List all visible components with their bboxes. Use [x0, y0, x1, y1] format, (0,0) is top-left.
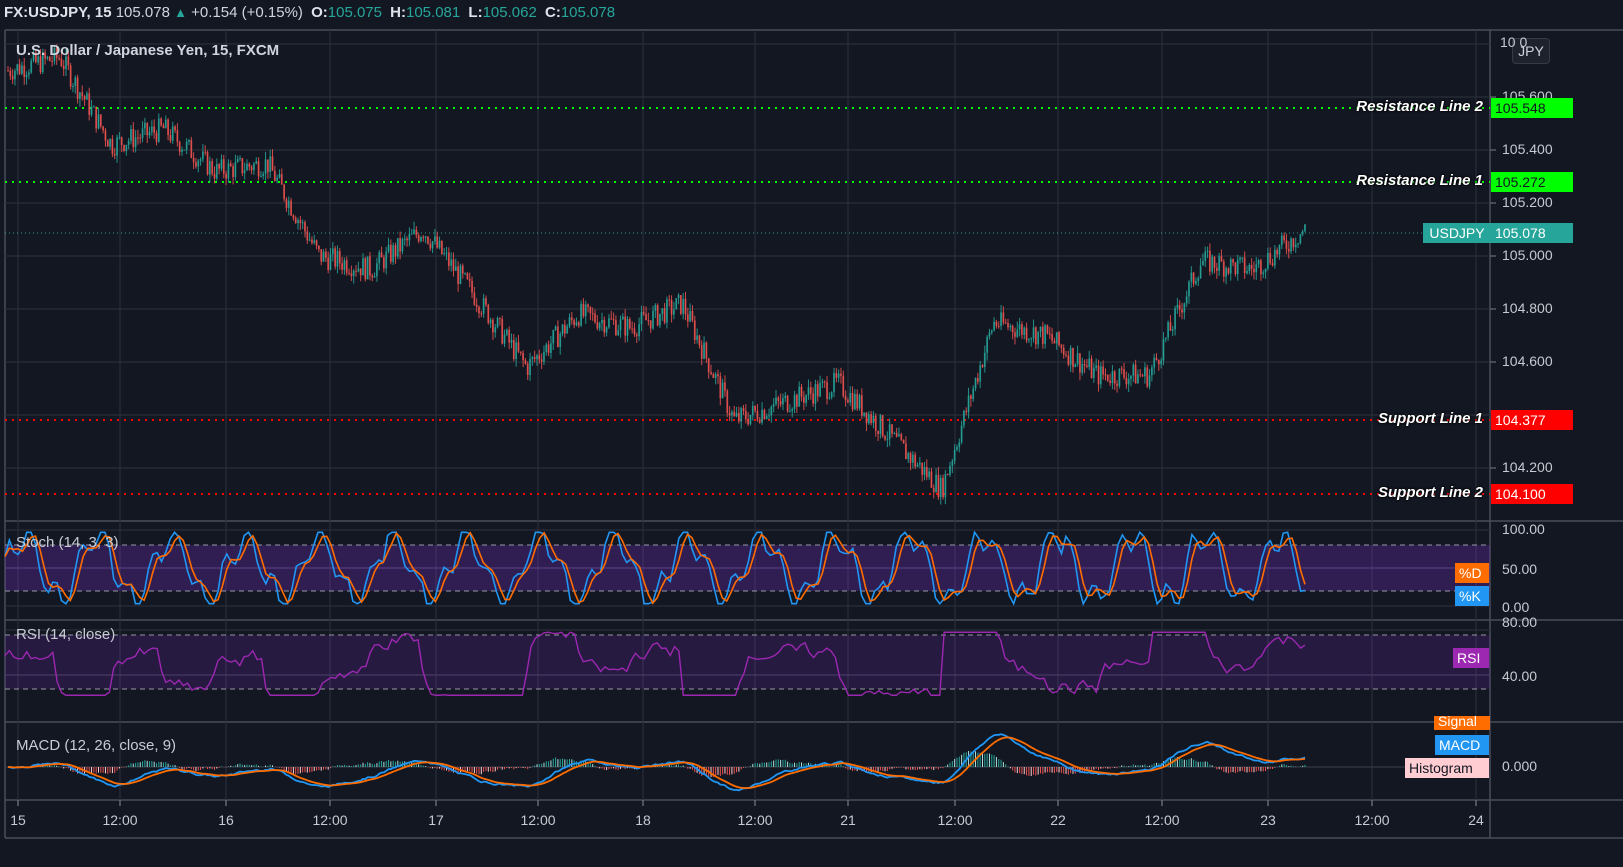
currency-button[interactable]: JPY	[1512, 38, 1550, 64]
stoch-d-line	[4, 531, 1306, 605]
resistance-line-1-price: 105.272	[1491, 172, 1573, 192]
stoch-k-tag: %K	[1455, 586, 1489, 606]
macd-tick-0: 0.000	[1502, 758, 1538, 774]
resistance-line-2-price: 105.548	[1491, 98, 1573, 118]
high-label: H:	[390, 4, 406, 21]
chart-title: U.S. Dollar / Japanese Yen, 15, FXCM	[16, 42, 280, 59]
support-line-2-label: Support Line 2	[1378, 484, 1483, 501]
price-tick-top: 10 0	[1500, 34, 1528, 50]
price-tick: 104.800	[1502, 300, 1553, 316]
price-tick: 104.600	[1502, 353, 1553, 369]
signal-line	[7, 736, 1306, 789]
close-value: 105.078	[560, 4, 616, 21]
price-tick: 105.400	[1502, 141, 1553, 157]
rsi-tick-80: 80.00	[1502, 614, 1538, 630]
time-label: 24	[1468, 812, 1484, 828]
close-label: C:	[544, 4, 561, 21]
time-label: 22	[1050, 812, 1066, 828]
last-price: 105.078	[115, 4, 170, 21]
price-change: +0.154 (+0.15%)	[191, 4, 303, 21]
macd-signal-tag: Signal	[1434, 716, 1490, 730]
open-label: O:	[311, 4, 328, 21]
high-value: 105.081	[406, 4, 461, 21]
time-label: 18	[635, 812, 651, 828]
rsi-title[interactable]: RSI (14, close)	[16, 626, 116, 643]
stoch-tick-50: 50.00	[1502, 561, 1538, 577]
support-line-1-label: Support Line 1	[1378, 410, 1483, 427]
stoch-title[interactable]: Stoch (14, 3, 3)	[16, 534, 119, 551]
price-tick: 105.200	[1502, 194, 1553, 210]
macd-title[interactable]: MACD (12, 26, close, 9)	[16, 737, 177, 754]
time-label: 12:00	[1354, 812, 1390, 828]
time-label: 23	[1260, 812, 1276, 828]
symbol-label[interactable]: FX:USDJPY, 15	[4, 4, 112, 21]
candlesticks	[7, 44, 1306, 505]
stoch-tick-0: 0.00	[1502, 599, 1530, 615]
time-label: 17	[428, 812, 444, 828]
time-label: 12:00	[737, 812, 773, 828]
macd-line	[7, 733, 1306, 792]
resistance-line-1-label: Resistance Line 1	[1356, 172, 1483, 189]
time-label: 12:00	[520, 812, 556, 828]
time-label: 15	[10, 812, 26, 828]
rsi-tag: RSI	[1453, 648, 1489, 668]
low-value: 105.062	[482, 4, 537, 21]
time-label: 12:00	[937, 812, 973, 828]
up-arrow-icon: ▲	[174, 5, 187, 20]
macd-tag: MACD	[1435, 735, 1489, 755]
price-tick: 105.000	[1502, 247, 1553, 263]
vertical-gridlines	[17, 30, 1477, 806]
time-label: 21	[840, 812, 856, 828]
resistance-line-2-label: Resistance Line 2	[1356, 98, 1483, 115]
low-label: L:	[468, 4, 483, 21]
symbol-info-bar: FX:USDJPY, 15 105.078 ▲ +0.154 (+0.15%) …	[0, 0, 1623, 26]
stoch-d-tag: %D	[1455, 563, 1489, 583]
time-label: 12:00	[312, 812, 348, 828]
macd-histogram-tag: Histogram	[1405, 758, 1489, 778]
open-value: 105.075	[327, 4, 382, 21]
time-label: 12:00	[1144, 812, 1180, 828]
pane-borders	[4, 29, 1623, 839]
price-tick: 104.200	[1502, 459, 1553, 475]
rsi-line	[4, 631, 1306, 696]
rsi-tick-40: 40.00	[1502, 668, 1538, 684]
stoch-tick-100: 100.00	[1502, 521, 1545, 537]
current-symbol-tag: USDJPY	[1423, 223, 1491, 243]
stoch-k-line	[4, 530, 1306, 606]
support-line-2-price: 104.100	[1491, 484, 1573, 504]
support-line-1-price: 104.377	[1491, 410, 1573, 430]
time-label: 16	[218, 812, 234, 828]
current-price-tag: 105.078	[1491, 223, 1573, 243]
time-label: 12:00	[102, 812, 138, 828]
